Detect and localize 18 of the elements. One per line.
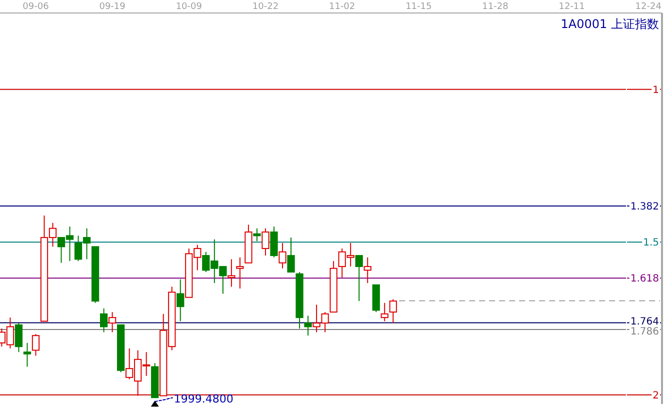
y-tick-label: 1.786 (630, 326, 659, 338)
x-tick-label: 09-06 (22, 2, 49, 12)
x-tick-label: 09-19 (99, 2, 126, 12)
x-tick-label: 11-15 (406, 2, 432, 12)
y-tick-label: 1.5 (643, 238, 659, 249)
x-tick-label: 10-09 (176, 2, 202, 12)
x-tick-label: 11-28 (482, 2, 508, 12)
y-tick-label: 1.764 (630, 316, 659, 328)
annotation: 1999.4800 (174, 392, 234, 406)
x-tick-label: 11-02 (328, 2, 356, 12)
y-tick-label: 1.618 (630, 274, 659, 285)
x-tick-label: 12-11 (558, 2, 585, 12)
y-tick-label: 1.382 (630, 202, 659, 213)
x-tick-label: 12-24 (635, 2, 662, 12)
y-tick-label: 1 (652, 84, 659, 96)
y-tick-label: 2 (652, 390, 659, 402)
title: 1A0001 上证指数 (560, 17, 659, 31)
x-tick-label: 10-22 (252, 2, 279, 12)
